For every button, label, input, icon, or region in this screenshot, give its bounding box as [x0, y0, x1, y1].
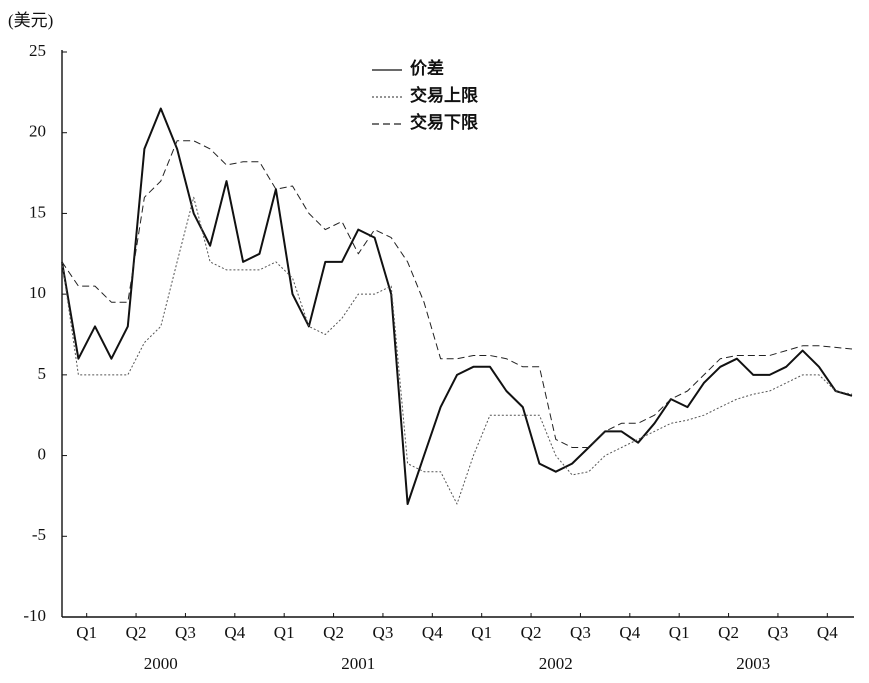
y-tick-label: 5: [38, 364, 47, 383]
y-tick-label: 10: [29, 283, 46, 302]
x-tick-label: Q3: [768, 623, 789, 642]
x-tick-label: Q3: [373, 623, 394, 642]
legend-label: 价差: [410, 58, 444, 78]
series-line: [61, 107, 853, 505]
y-tick-label: -10: [23, 606, 46, 625]
y-axis-label: (美元): [8, 11, 53, 30]
x-tick-label: Q1: [471, 623, 492, 642]
y-tick-label: 20: [29, 122, 46, 141]
x-tick-label: Q2: [521, 623, 542, 642]
y-tick-label: 25: [29, 41, 46, 60]
year-label: 2002: [539, 654, 573, 673]
series-line: [61, 196, 853, 505]
y-tick-label: 15: [29, 202, 46, 221]
x-tick-label: Q4: [224, 623, 245, 642]
legend-label: 交易上限: [410, 85, 478, 105]
y-tick-label: 0: [38, 444, 47, 463]
x-tick-label: Q1: [669, 623, 690, 642]
x-tick-label: Q4: [817, 623, 838, 642]
year-label: 2003: [736, 654, 770, 673]
x-tick-label: Q2: [718, 623, 739, 642]
x-tick-label: Q2: [323, 623, 344, 642]
x-tick-label: Q3: [570, 623, 591, 642]
y-tick-label: -5: [32, 525, 46, 544]
year-label: 2000: [144, 654, 178, 673]
x-tick-label: Q1: [274, 623, 295, 642]
legend-label: 交易下限: [410, 112, 478, 132]
year-label: 2001: [341, 654, 375, 673]
x-tick-label: Q1: [76, 623, 97, 642]
x-tick-label: Q2: [126, 623, 147, 642]
x-tick-label: Q4: [619, 623, 640, 642]
x-tick-label: Q3: [175, 623, 196, 642]
series-line: [61, 140, 853, 448]
x-tick-label: Q4: [422, 623, 443, 642]
